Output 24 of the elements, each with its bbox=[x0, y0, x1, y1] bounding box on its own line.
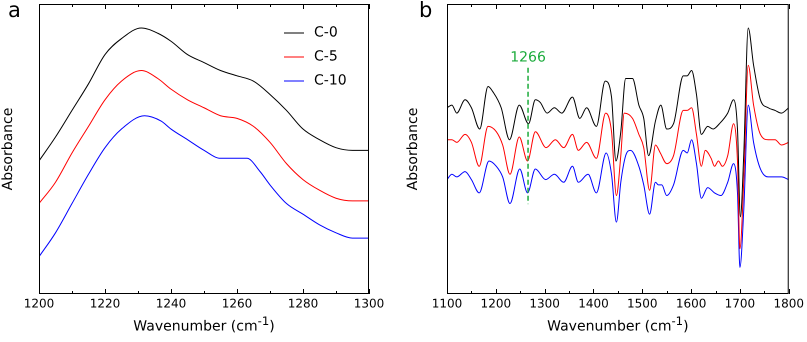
x-tick-label: 1800 bbox=[773, 296, 804, 310]
y-axis-title: Absorbance bbox=[0, 108, 16, 190]
x-tick-label: 1300 bbox=[529, 296, 560, 310]
x-tick-label: 1100 bbox=[432, 296, 462, 310]
x-tick-label: 1200 bbox=[24, 296, 54, 310]
x-axis-title: Wavenumber (cm$^{-1}$) bbox=[132, 314, 276, 335]
legend-label: C-0 bbox=[314, 24, 338, 41]
x-tick-label: 1220 bbox=[90, 296, 120, 310]
chart-title: b bbox=[419, 0, 432, 22]
x-tick-label: 1240 bbox=[156, 296, 186, 310]
x-tick-label: 1400 bbox=[578, 296, 609, 310]
y-axis-title: Absorbance bbox=[405, 108, 422, 190]
legend-label: C-10 bbox=[314, 72, 347, 89]
chart-title: a bbox=[8, 0, 21, 22]
x-tick-label: 1500 bbox=[627, 296, 658, 310]
x-tick-label: 1260 bbox=[222, 296, 252, 310]
x-tick-label: 1700 bbox=[724, 296, 756, 310]
x-tick-label: 1280 bbox=[288, 296, 318, 310]
x-tick-label: 1300 bbox=[354, 296, 384, 310]
legend-label: C-5 bbox=[314, 48, 338, 65]
x-axis-title: Wavenumber (cm$^{-1}$) bbox=[546, 314, 690, 335]
x-tick-label: 1600 bbox=[676, 296, 706, 310]
ref-line-label: 1266 bbox=[510, 49, 546, 66]
x-tick-label: 1200 bbox=[480, 296, 512, 310]
